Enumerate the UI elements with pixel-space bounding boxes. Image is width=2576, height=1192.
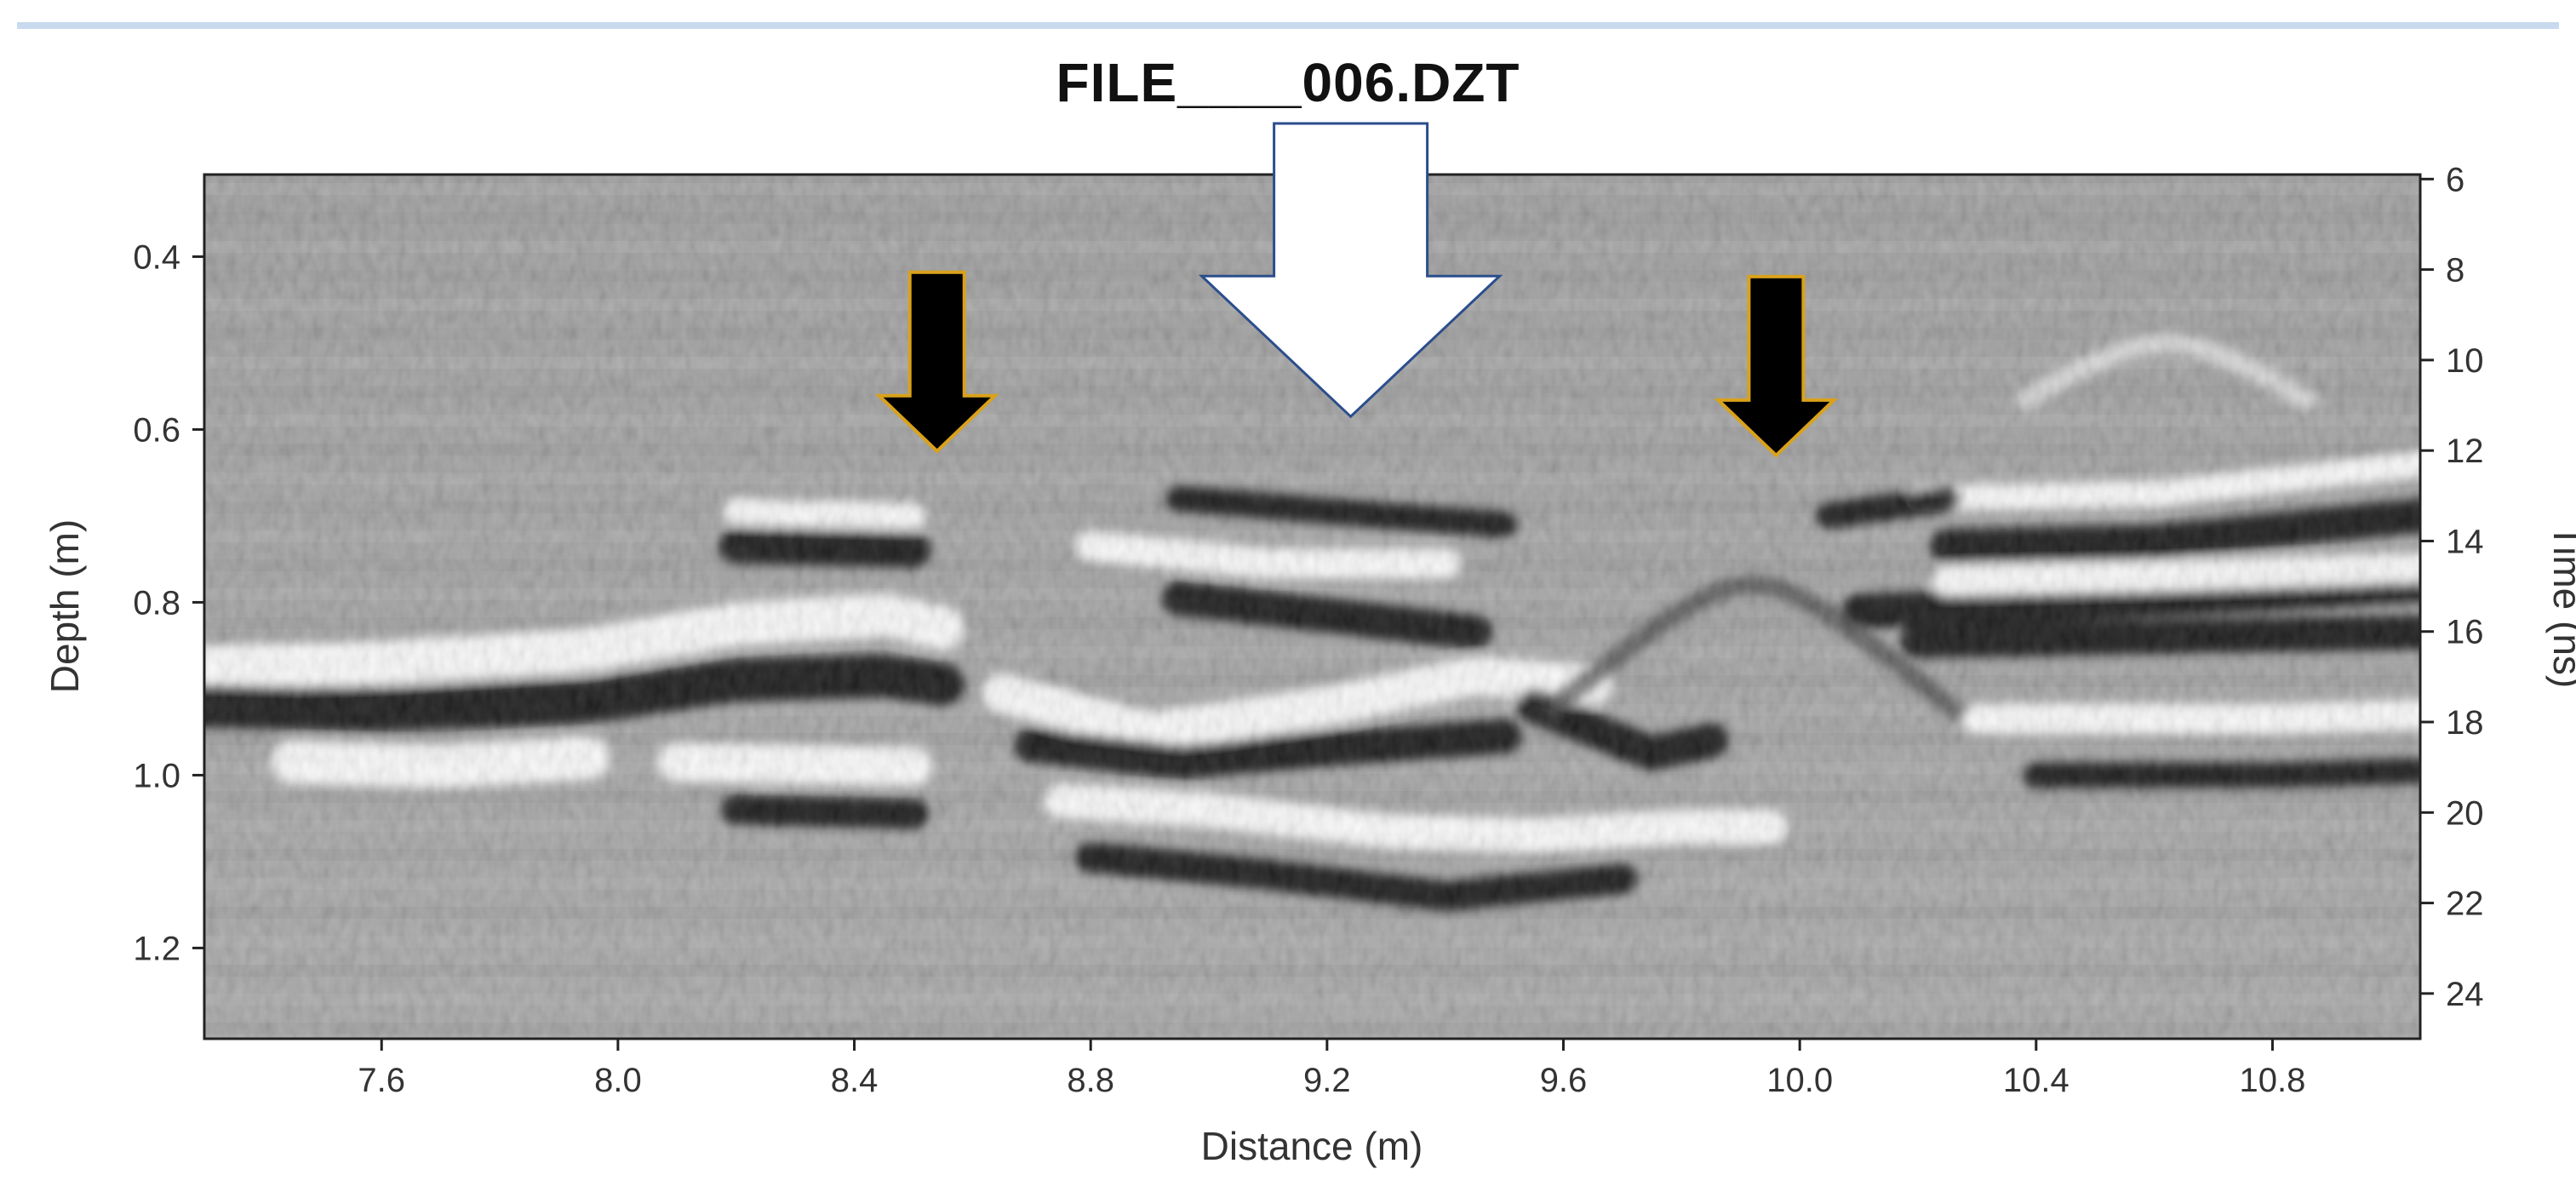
- y2-tick-label: 14: [2446, 523, 2484, 560]
- x-tick-label: 9.2: [1303, 1062, 1351, 1099]
- x-tick-label: 8.4: [831, 1062, 879, 1099]
- x-tick-label: 8.0: [594, 1062, 642, 1099]
- y-axis-time: 6 8 10 12 14 16 18 20 22 24: [2420, 161, 2484, 1013]
- x-tick-label: 7.6: [358, 1062, 405, 1099]
- y2-axis-title: Time (ns): [2545, 524, 2576, 689]
- x-tick-label: 10.8: [2240, 1062, 2306, 1099]
- y2-tick-label: 6: [2446, 161, 2464, 198]
- chart-title: FILE____006.DZT: [1056, 52, 1520, 113]
- small-arrow-icon: [874, 270, 999, 454]
- x-tick-label: 8.8: [1067, 1062, 1114, 1099]
- y2-tick-label: 12: [2446, 433, 2484, 470]
- y2-tick-label: 10: [2446, 342, 2484, 380]
- x-tick-label: 9.6: [1540, 1062, 1588, 1099]
- x-axis: 7.6 8.0 8.4 8.8 9.2 9.6 10.0 10.4 10.8: [358, 1039, 2305, 1099]
- y2-tick-label: 16: [2446, 614, 2484, 651]
- y2-tick-label: 24: [2446, 976, 2484, 1013]
- x-tick-label: 10.0: [1766, 1062, 1833, 1099]
- y-axis-depth: 0.4 0.6 0.8 1.0 1.2: [133, 238, 204, 967]
- y2-tick-label: 22: [2446, 885, 2484, 923]
- y2-tick-label: 8: [2446, 252, 2464, 289]
- annotation-arrows: [874, 122, 1839, 458]
- y-tick-label: 0.6: [133, 411, 180, 449]
- y2-tick-label: 18: [2446, 704, 2484, 742]
- y-tick-label: 1.0: [133, 757, 180, 794]
- y-tick-label: 0.8: [133, 584, 180, 622]
- small-arrow-icon: [1714, 274, 1839, 458]
- x-tick-label: 10.4: [2003, 1062, 2069, 1099]
- y2-tick-label: 20: [2446, 794, 2484, 832]
- y-tick-label: 0.4: [133, 238, 180, 276]
- x-axis-title: Distance (m): [1201, 1124, 1423, 1168]
- y-tick-label: 1.2: [133, 930, 180, 967]
- y-axis-title: Depth (m): [43, 519, 87, 693]
- large-arrow-icon: [1198, 122, 1503, 419]
- top-rule: [17, 22, 2559, 29]
